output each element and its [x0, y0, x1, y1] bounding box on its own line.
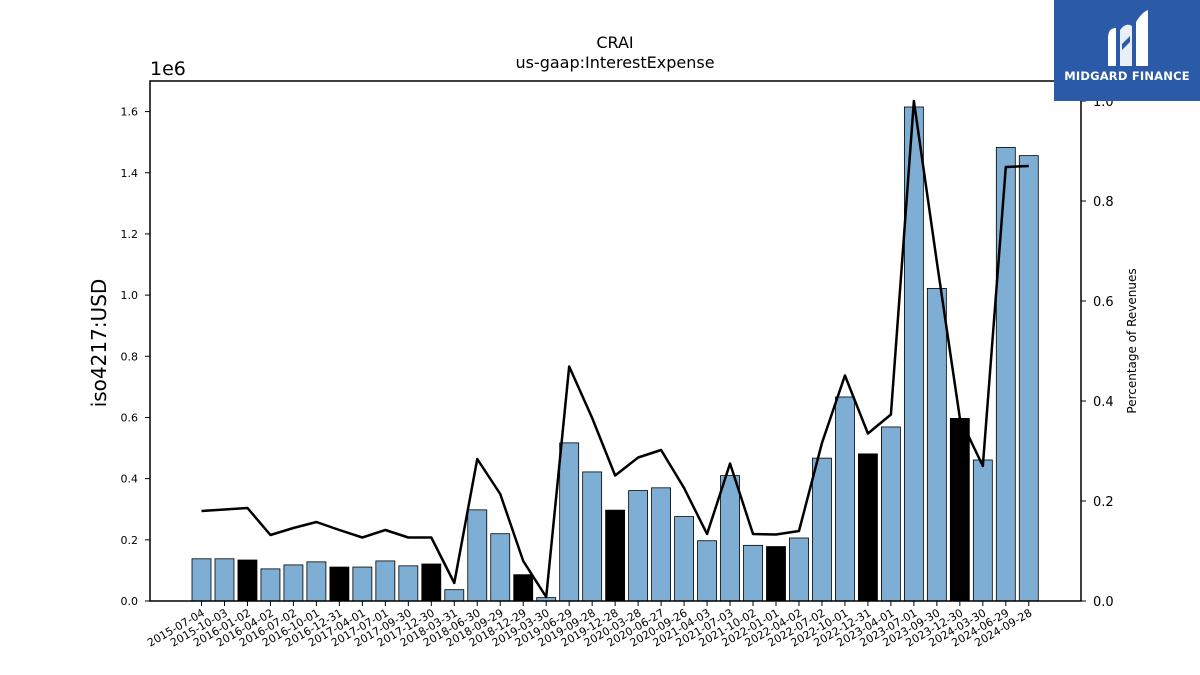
y-tick-label: 0.2 — [121, 534, 139, 547]
bar-2016-01-02 — [237, 559, 258, 602]
percentage-of-revenues-line — [201, 99, 1029, 599]
bars — [191, 106, 1039, 602]
axes: 0.0 0.2 0.4 0.6 0.8 1.0 1.2 1.4 1.6 0.0 0.2 0.4 0.6 0… — [121, 80, 1114, 650]
bar-2016-07-02 — [283, 564, 304, 602]
bar-2022-10-01 — [835, 396, 855, 602]
bar-2019-09-28 — [582, 471, 603, 602]
bar-2022-12-31 — [858, 453, 878, 602]
bar-2015-10-03 — [214, 558, 235, 602]
logo-text: MIDGARD FINANCE — [1064, 69, 1190, 83]
bar-2021-04-03 — [697, 540, 717, 602]
y-tick-label: 1.0 — [121, 289, 139, 302]
y-tick-label: 0.6 — [121, 411, 139, 424]
y-offset-label: 1e6 — [150, 58, 186, 80]
bar-2018-12-29 — [513, 574, 534, 602]
bar-2016-10-01 — [306, 561, 327, 602]
y2-tick-label: 0.2 — [1093, 495, 1114, 510]
bar-2022-01-01 — [766, 546, 786, 602]
bar-2017-09-30 — [398, 565, 419, 602]
bar-2020-06-27 — [651, 487, 671, 602]
y-axis-label: iso4217:USD — [87, 279, 111, 408]
bar-2019-06-29 — [559, 442, 580, 602]
bar-2024-03-30 — [972, 459, 993, 602]
bar-2019-12-28 — [605, 509, 626, 602]
percentage-line — [201, 99, 1029, 599]
bar-2024-06-29 — [995, 146, 1016, 602]
bar-2017-07-01 — [375, 560, 396, 602]
bar-2021-10-02 — [743, 544, 763, 602]
bar-2024-09-28 — [1018, 155, 1039, 602]
y2-axis-label: Percentage of Revenues — [1125, 268, 1139, 413]
y-tick-label: 1.6 — [121, 106, 139, 119]
bar-2017-12-30 — [421, 563, 442, 602]
bar-2023-12-30 — [949, 417, 970, 602]
bar-2023-04-01 — [881, 426, 901, 602]
bar-2023-09-30 — [926, 287, 947, 602]
y-tick-label: 1.2 — [121, 228, 139, 241]
y2-tick-label: 0.4 — [1093, 395, 1114, 410]
midgard-finance-logo: MIDGARD FINANCE — [1054, 0, 1200, 101]
bar-2022-07-02 — [812, 457, 832, 602]
bar-2017-04-01 — [352, 566, 373, 602]
y-tick-label: 0.0 — [121, 595, 139, 608]
bar-2015-07-04 — [191, 558, 212, 602]
bar-2016-12-31 — [329, 566, 350, 602]
bar-2018-06-30 — [467, 509, 488, 602]
y-tick-label: 0.4 — [121, 473, 139, 486]
bar-2022-04-02 — [789, 537, 809, 602]
y-tick-label: 0.8 — [121, 350, 139, 363]
y2-tick-label: 0.8 — [1093, 195, 1114, 210]
chart-title: CRAI — [596, 33, 633, 52]
bar-2021-07-03 — [720, 475, 740, 602]
bar-2016-04-02 — [260, 568, 281, 602]
y2-tick-label: 0.0 — [1093, 595, 1114, 610]
bar-2018-03-31 — [444, 589, 465, 602]
bar-2018-09-29 — [490, 533, 511, 602]
midgard-logo-icon — [1108, 10, 1148, 67]
y-tick-label: 1.4 — [121, 167, 139, 180]
bar-2020-03-28 — [628, 490, 649, 602]
y2-tick-label: 0.6 — [1093, 295, 1114, 310]
bar-2020-09-26 — [674, 516, 694, 602]
chart-subtitle: us-gaap:InterestExpense — [515, 53, 714, 72]
